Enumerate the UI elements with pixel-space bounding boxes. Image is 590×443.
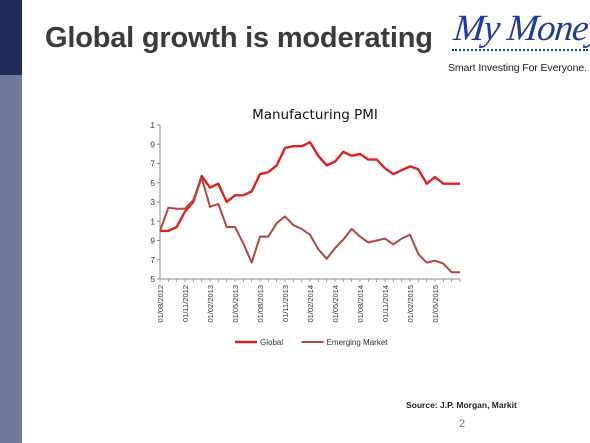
x-tick-label: 01/11/2013: [281, 285, 290, 322]
x-tick-label: 01/02/2013: [206, 285, 215, 323]
legend-label-emerging-market: Emerging Market: [327, 338, 389, 347]
y-tick-label: 109: [150, 140, 156, 149]
y-tick-label: 101: [150, 217, 156, 226]
y-tick-label: 95: [150, 275, 156, 284]
series-line-global: [160, 141, 460, 233]
x-tick-label: 01/05/2015: [431, 285, 440, 323]
pmi-chart: Manufacturing PMI 95 97 99 101 103 105 107 109 11…: [142, 100, 480, 368]
sidebar-dark-block: [0, 0, 22, 75]
x-tick-label: 01/02/2014: [306, 285, 315, 323]
logo-tagline: Smart Investing For Everyone.: [448, 62, 587, 74]
chart-title: Manufacturing PMI: [252, 107, 378, 123]
x-tick-label: 01/11/2012: [181, 285, 190, 322]
y-tick-label: 107: [150, 160, 156, 169]
x-tick-label: 01/08/2013: [256, 285, 265, 323]
x-tick-label: 01/08/2014: [356, 285, 365, 323]
x-tick-label: 01/08/2012: [156, 285, 165, 323]
y-tick-label: 105: [150, 179, 156, 188]
series-line-emerging-market: [159, 176, 460, 274]
slide-title: Global growth is moderating: [45, 22, 433, 54]
page-number: 2: [459, 418, 466, 430]
source-note: Source: J.P. Morgan, Markit: [406, 400, 517, 410]
y-tick-label: 103: [150, 198, 156, 207]
y-tick-label: 99: [150, 237, 156, 246]
logo-wordmark: My Money: [451, 8, 590, 49]
logo-dotted-underline: [452, 49, 588, 51]
y-tick-label: 97: [150, 256, 156, 265]
pmi-chart-svg: Manufacturing PMI 95 97 99 101 103 105 107 109 11…: [142, 107, 461, 347]
x-tick-label: 01/05/2013: [231, 285, 240, 323]
legend-label-global: Global: [260, 338, 283, 347]
my-money-logo: My Money Smart Investing For Everyone.: [446, 4, 590, 80]
sidebar-light-block: [0, 75, 22, 443]
y-tick-label: 111: [150, 121, 156, 130]
x-tick-label: 01/02/2015: [406, 285, 415, 323]
x-tick-label: 01/11/2014: [381, 285, 390, 322]
x-tick-label: 01/05/2014: [331, 285, 340, 323]
